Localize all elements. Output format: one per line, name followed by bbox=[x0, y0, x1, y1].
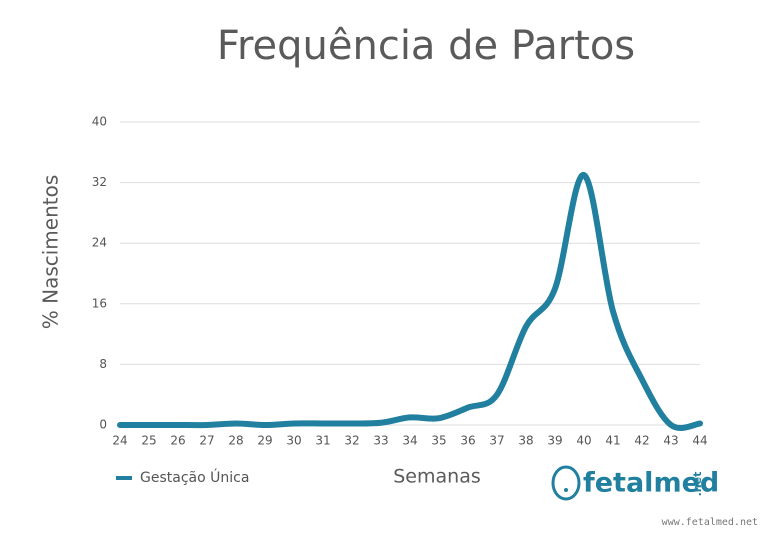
y-tick-label: 8 bbox=[99, 357, 107, 371]
logo-name: fetalmed bbox=[583, 468, 719, 499]
logo-icon bbox=[551, 465, 581, 501]
x-tick-label: 39 bbox=[547, 434, 562, 448]
x-tick-label: 38 bbox=[518, 434, 533, 448]
y-tick-label: 16 bbox=[92, 296, 107, 310]
watermark: www.fetalmed.net bbox=[662, 517, 758, 528]
data-line bbox=[117, 172, 703, 431]
legend-label: Gestação Única bbox=[140, 468, 249, 486]
y-tick-label: 0 bbox=[99, 418, 107, 432]
x-tick-label: 26 bbox=[170, 434, 185, 448]
x-tick-label: 27 bbox=[199, 434, 214, 448]
logo-dot bbox=[564, 488, 568, 492]
logo: fetalmed .net bbox=[551, 465, 719, 501]
y-axis-label: % Nascimentos bbox=[39, 175, 63, 330]
x-tick-label: 32 bbox=[344, 434, 359, 448]
x-tick-label: 31 bbox=[315, 434, 330, 448]
x-tick-label: 41 bbox=[605, 434, 620, 448]
x-tick-label: 30 bbox=[286, 434, 301, 448]
x-tick-label: 40 bbox=[576, 434, 591, 448]
y-tick-label: 40 bbox=[92, 115, 107, 129]
x-tick-label: 34 bbox=[402, 434, 417, 448]
logo-suffix: .net bbox=[691, 472, 704, 497]
x-tick-label: 24 bbox=[112, 434, 127, 448]
y-tick-label: 24 bbox=[92, 236, 107, 250]
chart-title: Frequência de Partos bbox=[217, 23, 635, 69]
x-tick-label: 29 bbox=[257, 434, 272, 448]
x-tick-label: 28 bbox=[228, 434, 243, 448]
x-axis-label: Semanas bbox=[393, 466, 481, 488]
y-tick-label: 32 bbox=[92, 175, 107, 189]
x-tick-label: 35 bbox=[431, 434, 446, 448]
x-tick-label: 43 bbox=[663, 434, 678, 448]
x-tick-label: 37 bbox=[489, 434, 504, 448]
x-tick-label: 25 bbox=[141, 434, 156, 448]
x-tick-label: 33 bbox=[373, 434, 388, 448]
x-tick-label: 36 bbox=[460, 434, 475, 448]
x-tick-label: 42 bbox=[634, 434, 649, 448]
x-tick-label: 44 bbox=[692, 434, 707, 448]
